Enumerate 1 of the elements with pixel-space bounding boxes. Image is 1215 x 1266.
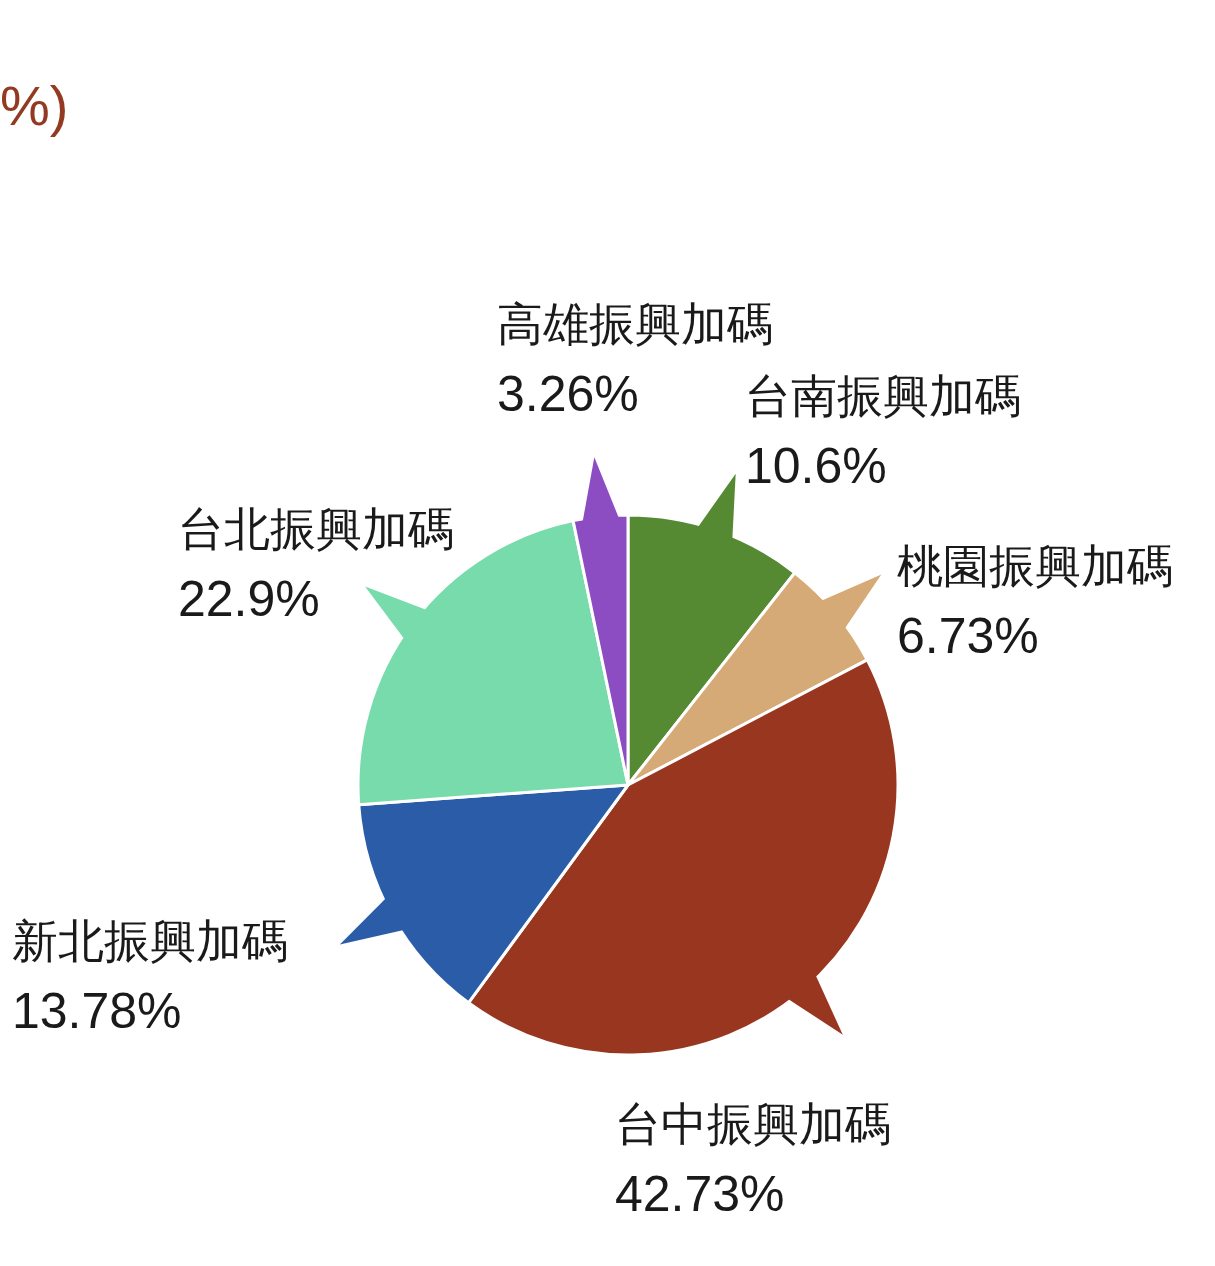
title: %) [0, 74, 69, 137]
